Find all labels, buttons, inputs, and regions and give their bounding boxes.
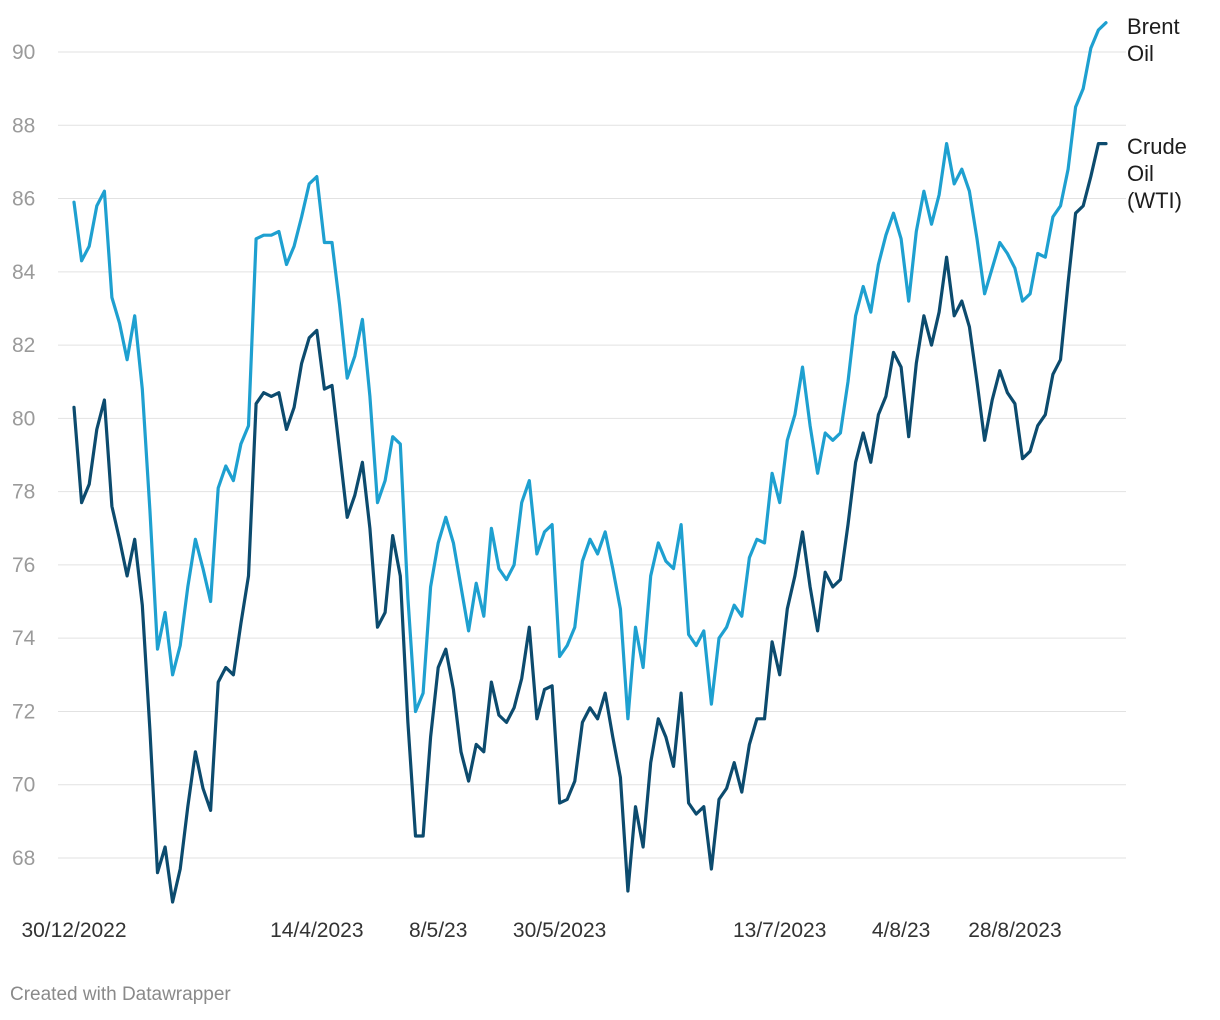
x-tick-label: 8/5/23 (409, 919, 467, 942)
x-tick-label: 30/5/2023 (513, 919, 606, 942)
y-tick-label: 82 (12, 334, 35, 357)
x-axis-ticks: 30/12/2022 14/4/2023 8/5/23 30/5/2023 13/7/2… (21, 919, 1061, 942)
series-label-line: Brent (1127, 14, 1180, 39)
y-axis-ticks: 68 70 72 74 76 78 80 82 84 86 88 90 (12, 41, 36, 870)
series-lines (72, 21, 1108, 904)
series-label: Brent Oil (1127, 14, 1180, 66)
x-tick-label: 4/8/23 (872, 919, 930, 942)
y-tick-label: 68 (12, 847, 35, 870)
y-tick-label: 72 (12, 700, 35, 723)
series-line (72, 142, 1108, 904)
y-tick-label: 76 (12, 554, 35, 577)
series-label: Crude Oil (WTI) (1127, 134, 1187, 213)
x-tick-label: 28/8/2023 (968, 919, 1061, 942)
y-tick-label: 84 (12, 261, 36, 284)
x-tick-label: 30/12/2022 (21, 919, 126, 942)
line-chart: 68 70 72 74 76 78 80 82 84 86 88 90 30/12/2022 14/4/… (12, 14, 1187, 942)
series-line (72, 21, 1108, 721)
gridlines (58, 51, 1126, 859)
x-tick-label: 13/7/2023 (733, 919, 826, 942)
x-tick-label: 14/4/2023 (270, 919, 363, 942)
y-tick-label: 70 (12, 774, 35, 797)
series-label-line: Oil (1127, 161, 1154, 186)
series-label-line: Oil (1127, 41, 1154, 66)
y-tick-label: 80 (12, 407, 35, 430)
y-tick-label: 78 (12, 481, 35, 504)
y-tick-label: 88 (12, 114, 35, 137)
series-label-line: Crude (1127, 134, 1187, 159)
y-tick-label: 90 (12, 41, 35, 64)
y-tick-label: 74 (12, 627, 36, 650)
y-tick-label: 86 (12, 188, 35, 211)
credit-footer: Created with Datawrapper (10, 984, 231, 1005)
series-label-line: (WTI) (1127, 188, 1182, 213)
